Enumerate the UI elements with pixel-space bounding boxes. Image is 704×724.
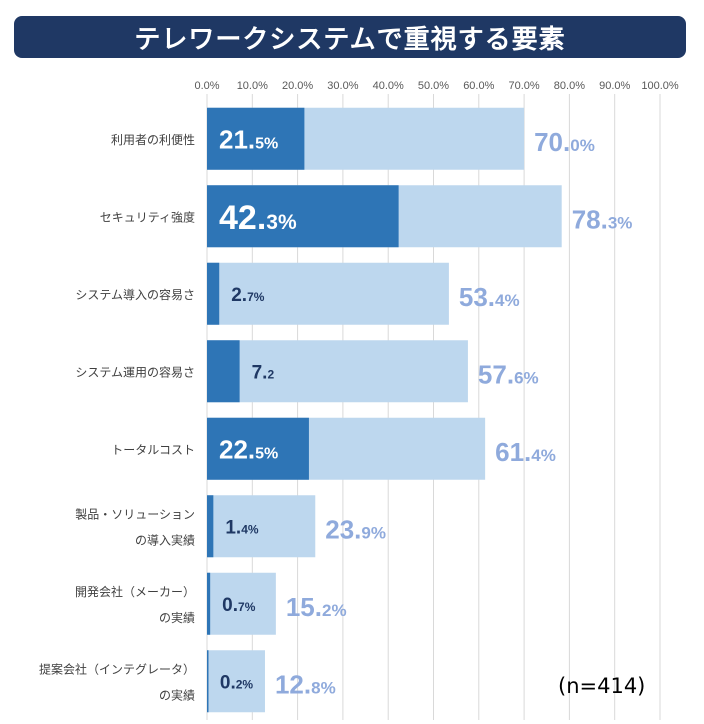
x-tick-label: 40.0% [373, 80, 404, 92]
category-label: の実績 [159, 610, 195, 625]
x-tick-label: 30.0% [327, 80, 358, 92]
data-label-dark: 7.2 [252, 362, 275, 383]
category-label: 利用者の利便性 [111, 133, 195, 147]
data-label-dark: 0.7% [222, 595, 256, 616]
x-tick-label: 60.0% [463, 80, 494, 92]
title-bar: テレワークシステムで重視する要素 [14, 16, 686, 58]
data-label-light: 57.6% [478, 359, 539, 389]
category-label: の実績 [159, 687, 195, 702]
x-tick-label: 90.0% [599, 80, 630, 92]
bar-light [207, 262, 449, 325]
bar-dark [207, 495, 214, 558]
data-label-light: 78.3% [572, 204, 633, 234]
x-tick-label: 0.0% [194, 80, 219, 92]
x-tick-label: 70.0% [508, 80, 539, 92]
data-label-dark: 1.4% [225, 517, 259, 538]
data-label-light: 61.4% [495, 437, 556, 467]
bar-dark [207, 185, 399, 248]
chart-title: テレワークシステムで重視する要素 [134, 24, 566, 55]
category-label: トータルコスト [111, 443, 195, 457]
bar-dark [207, 417, 309, 480]
data-label-light: 15.2% [286, 592, 347, 622]
bar-dark [207, 107, 305, 170]
bar-light [207, 340, 468, 403]
x-tick-label: 80.0% [554, 80, 585, 92]
data-label-light: 53.4% [459, 282, 520, 312]
data-label-dark: 21.5% [219, 125, 278, 155]
category-label: システム導入の容易さ [75, 287, 195, 302]
bar-light [207, 572, 276, 635]
data-label-dark: 42.3% [219, 199, 297, 237]
data-label-dark: 2.7% [231, 285, 265, 306]
data-label-light: 23.9% [325, 514, 386, 544]
category-label: の導入実績 [135, 532, 195, 547]
category-label: 提案会社（インテグレータ） [39, 661, 195, 676]
category-label: 製品・ソリューション [75, 507, 195, 521]
bar-dark [207, 650, 209, 713]
bar-light [207, 495, 316, 558]
category-label: システム運用の容易さ [75, 364, 195, 379]
category-label: 開発会社（メーカー） [75, 584, 195, 599]
x-tick-label: 20.0% [282, 80, 313, 92]
bar-dark [207, 572, 211, 635]
bar-light [207, 650, 265, 713]
bar-dark [207, 340, 240, 403]
x-tick-label: 10.0% [237, 80, 268, 92]
data-label-dark: 0.2% [220, 672, 254, 693]
data-label-light: 12.8% [275, 669, 336, 699]
category-label: セキュリティ強度 [100, 209, 195, 224]
x-tick-label: 100.0% [641, 80, 679, 92]
data-label-dark: 22.5% [219, 435, 278, 465]
data-label-light: 70.0% [534, 127, 595, 157]
sample-size-note: (n=414) [558, 674, 646, 698]
x-tick-label: 50.0% [418, 80, 449, 92]
bar-dark [207, 262, 220, 325]
